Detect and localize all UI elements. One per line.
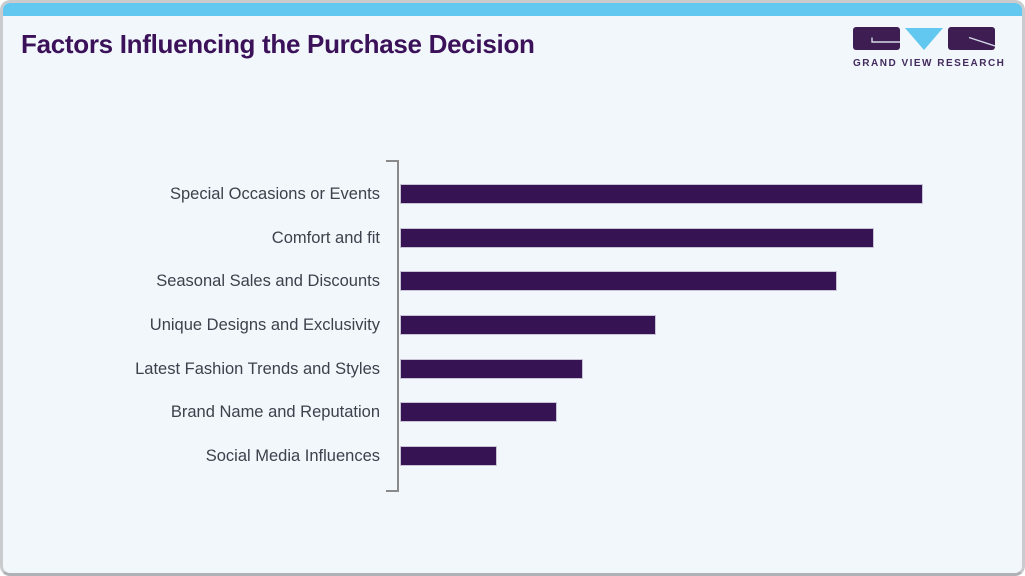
axis-spine — [397, 160, 399, 492]
label-bar-gap — [380, 368, 400, 369]
top-accent-bar — [3, 3, 1022, 16]
bar — [400, 315, 657, 336]
bar — [400, 446, 497, 467]
bar — [400, 402, 557, 423]
logo-v-triangle-icon — [905, 28, 943, 50]
chart-row: Social Media Influences — [3, 446, 1022, 467]
category-label: Social Media Influences — [205, 447, 380, 466]
category-label: Special Occasions or Events — [169, 185, 380, 203]
category-label: Seasonal Sales and Discounts — [156, 272, 380, 291]
category-label: Unique Designs and Exclusivity — [149, 316, 380, 335]
bar — [400, 184, 924, 204]
bar — [400, 227, 874, 248]
label-bar-gap — [380, 325, 400, 326]
label-bar-gap — [380, 456, 400, 457]
label-bar-gap — [380, 281, 400, 282]
gvr-logo: GRAND VIEW RESEARCH — [853, 27, 1006, 69]
logo-wordmark: GRAND VIEW RESEARCH — [853, 58, 1006, 69]
logo-r-block-icon — [948, 27, 995, 50]
chart-row: Special Occasions or Events — [3, 184, 1022, 204]
label-bar-gap — [380, 412, 400, 413]
category-label: Latest Fashion Trends and Styles — [135, 359, 380, 378]
page-title: Factors Influencing the Purchase Decisio… — [21, 29, 535, 59]
bar — [400, 358, 584, 379]
chart-row: Latest Fashion Trends and Styles — [3, 358, 1022, 379]
chart-rows: Special Occasions or Events Comfort and f… — [3, 184, 1022, 467]
label-bar-gap — [380, 237, 400, 238]
category-label: Brand Name and Reputation — [170, 403, 380, 422]
label-bar-gap — [380, 194, 400, 195]
chart-row: Brand Name and Reputation — [3, 402, 1022, 423]
chart-row: Seasonal Sales and Discounts — [3, 271, 1022, 292]
logo-blocks — [853, 27, 995, 51]
bar — [400, 271, 837, 292]
category-label: Comfort and fit — [271, 228, 380, 247]
chart-row: Comfort and fit — [3, 227, 1022, 248]
logo-g-block-icon — [853, 27, 900, 50]
chart-row: Unique Designs and Exclusivity — [3, 315, 1022, 336]
axis-cap-bottom — [386, 490, 398, 492]
bar-chart: Special Occasions or Events Comfort and f… — [3, 160, 1022, 492]
axis-cap-top — [386, 160, 398, 162]
